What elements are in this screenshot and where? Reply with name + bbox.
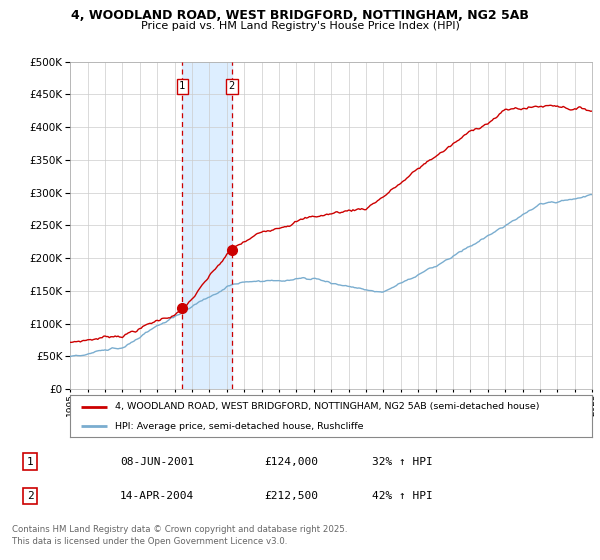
Text: 4, WOODLAND ROAD, WEST BRIDGFORD, NOTTINGHAM, NG2 5AB (semi-detached house): 4, WOODLAND ROAD, WEST BRIDGFORD, NOTTIN… xyxy=(115,402,539,411)
Text: £124,000: £124,000 xyxy=(264,456,318,466)
Text: 08-JUN-2001: 08-JUN-2001 xyxy=(120,456,194,466)
Text: 4, WOODLAND ROAD, WEST BRIDGFORD, NOTTINGHAM, NG2 5AB: 4, WOODLAND ROAD, WEST BRIDGFORD, NOTTIN… xyxy=(71,9,529,22)
Text: 32% ↑ HPI: 32% ↑ HPI xyxy=(372,456,433,466)
Text: 1: 1 xyxy=(179,82,185,91)
Text: Contains HM Land Registry data © Crown copyright and database right 2025.
This d: Contains HM Land Registry data © Crown c… xyxy=(12,525,347,546)
Text: £212,500: £212,500 xyxy=(264,491,318,501)
Text: 42% ↑ HPI: 42% ↑ HPI xyxy=(372,491,433,501)
Bar xyxy=(182,62,232,389)
Text: 2: 2 xyxy=(229,82,235,91)
Text: Price paid vs. HM Land Registry's House Price Index (HPI): Price paid vs. HM Land Registry's House … xyxy=(140,21,460,31)
Text: HPI: Average price, semi-detached house, Rushcliffe: HPI: Average price, semi-detached house,… xyxy=(115,422,363,431)
Text: 2: 2 xyxy=(26,491,34,501)
Text: 1: 1 xyxy=(26,456,34,466)
Text: 14-APR-2004: 14-APR-2004 xyxy=(120,491,194,501)
